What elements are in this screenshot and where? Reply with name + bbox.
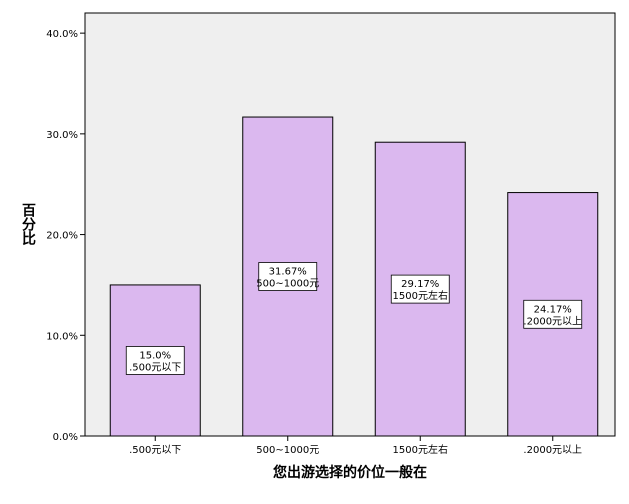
x-axis-title: 您出游选择的价位一般在 (273, 464, 427, 481)
x-axis: .500元以下 500~1000元 1500元左右 .2000元以上 (129, 436, 582, 456)
data-label-box (258, 262, 318, 291)
y-axis: 0.0% 10.0% 20.0% 30.0% 40.0% (46, 29, 85, 443)
x-tick-label: .500元以下 (129, 445, 181, 456)
y-tick-label: 0.0% (53, 432, 78, 443)
data-label: 24.17% (534, 304, 572, 315)
x-tick-label: .2000元以上 (523, 444, 582, 456)
x-tick-label: 1500元左右 (393, 443, 448, 456)
data-label-box (523, 299, 583, 329)
y-tick-label: 30.0% (46, 130, 78, 141)
data-label: 31.67% (269, 267, 307, 278)
x-tick-label: 500~1000元 (256, 445, 319, 456)
data-label: 500~1000元 (256, 279, 319, 290)
data-label: 1500元左右 (393, 289, 448, 302)
data-label: .2000元以上 (523, 315, 582, 327)
data-label-box (125, 346, 185, 375)
data-label: 15.0% (139, 350, 171, 361)
y-tick-label: 10.0% (46, 331, 78, 342)
y-tick-label: 40.0% (46, 29, 78, 40)
data-label-box (390, 274, 450, 304)
data-label: .500元以下 (129, 362, 181, 373)
data-label: 29.17% (401, 279, 439, 290)
y-axis-title: 百分比 (20, 203, 36, 246)
y-tick-label: 20.0% (46, 231, 78, 242)
